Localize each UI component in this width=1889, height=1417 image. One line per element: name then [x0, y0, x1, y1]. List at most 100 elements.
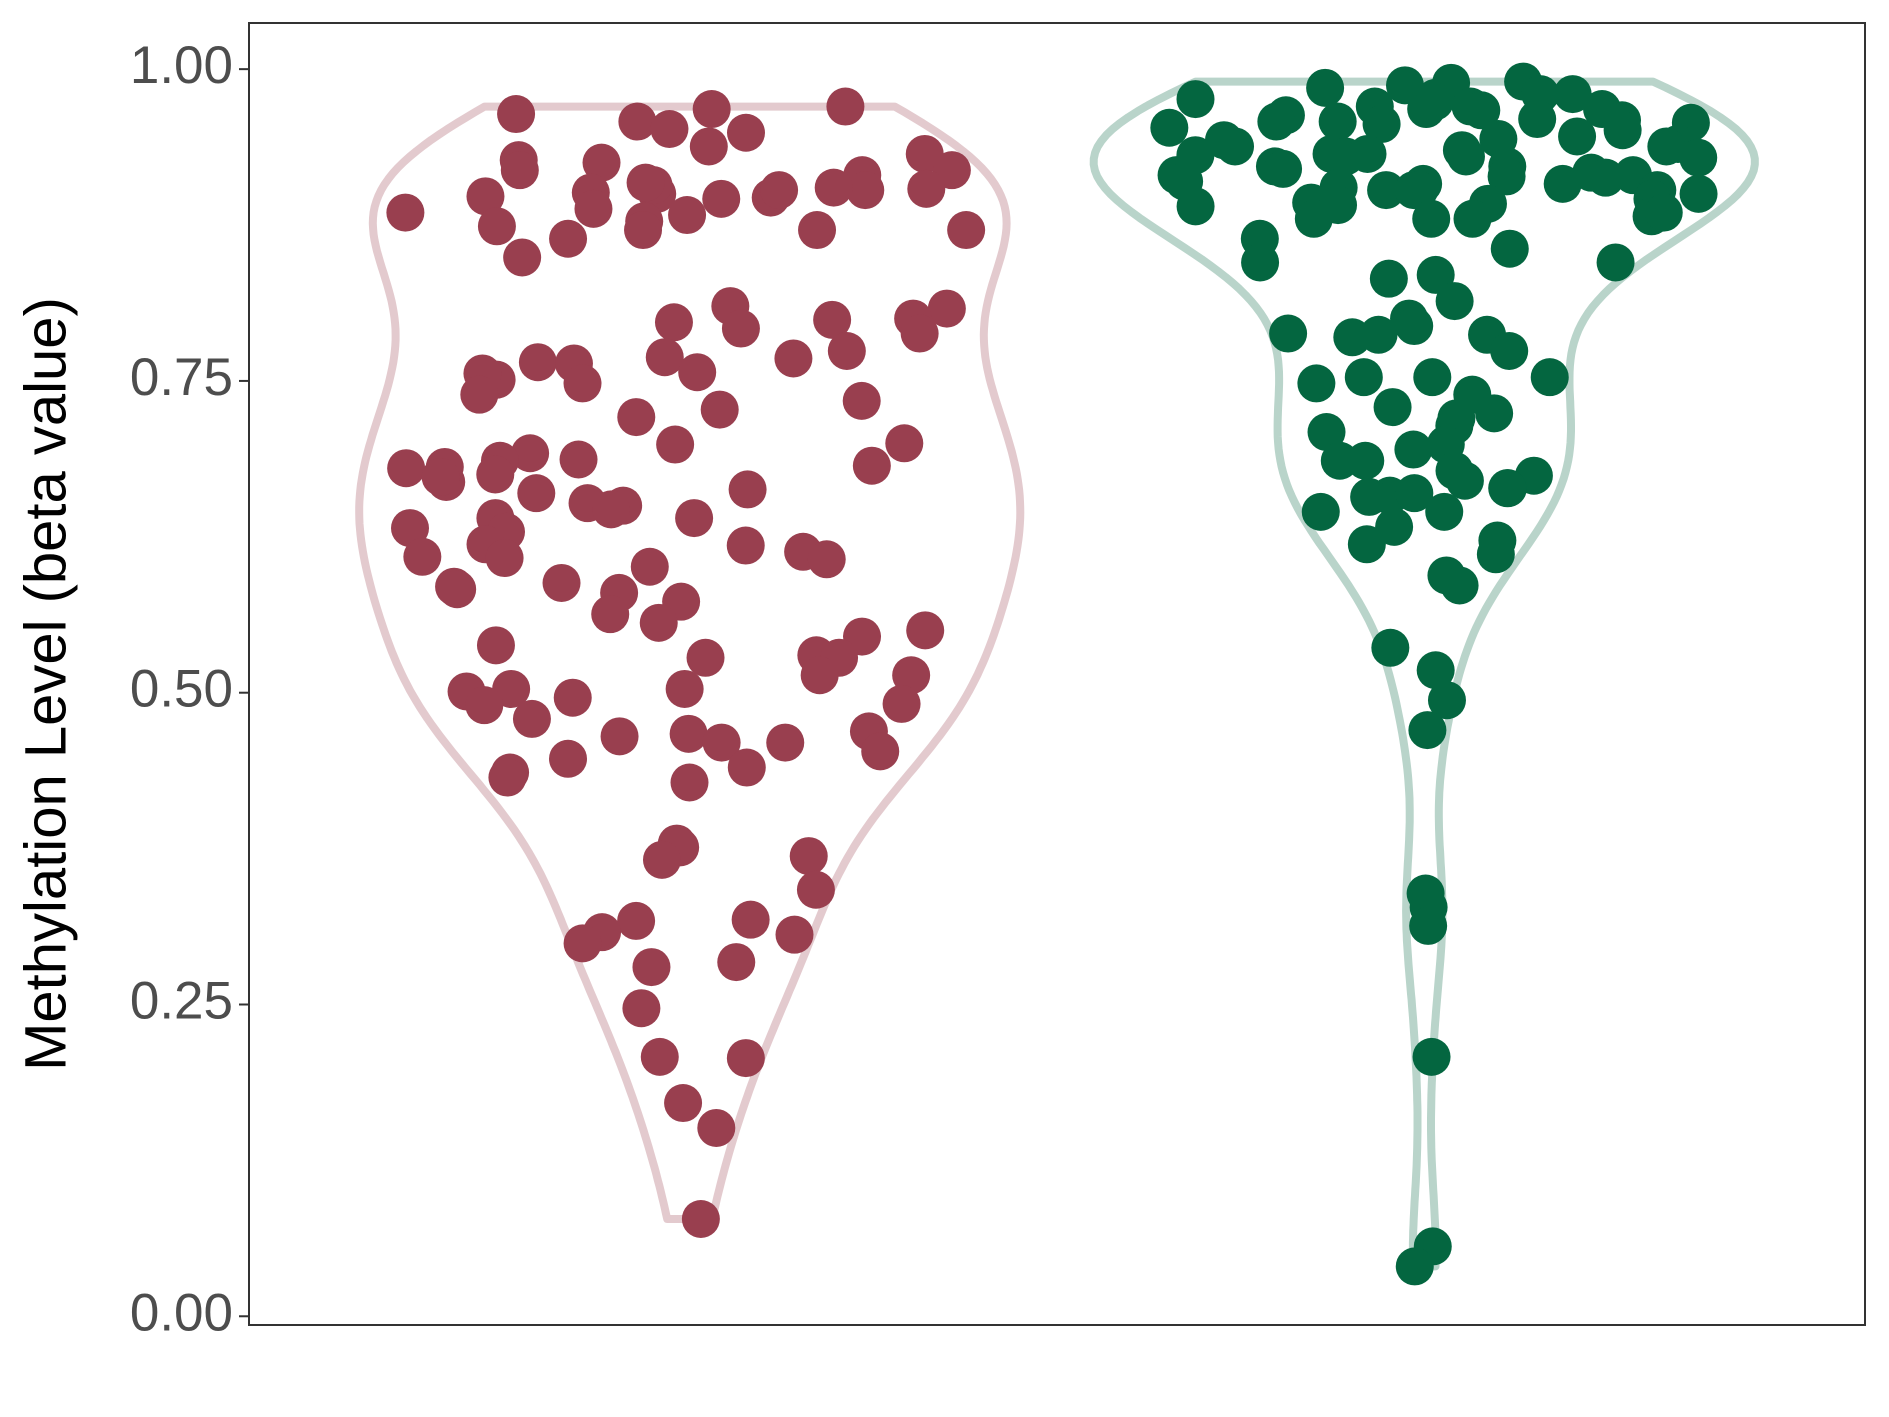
data-point [1596, 243, 1635, 282]
data-point [669, 714, 708, 753]
data-point [438, 570, 477, 609]
data-point [1294, 199, 1333, 238]
y-tick-label: 0.50 [130, 660, 233, 719]
data-point [1269, 314, 1308, 353]
data-point [1415, 82, 1454, 121]
data-point [1647, 127, 1686, 166]
data-point [465, 686, 504, 725]
y-axis-label: Methylation Level (beta value) [13, 297, 78, 1071]
data-point [1440, 566, 1479, 605]
data-point [542, 563, 581, 602]
y-tick-label: 0.25 [130, 971, 233, 1030]
data-point [1400, 171, 1439, 210]
data-point [1348, 134, 1387, 173]
data-point [512, 699, 551, 738]
data-point [1150, 108, 1189, 147]
data-point [1176, 187, 1215, 226]
data-point [1558, 117, 1597, 156]
data-point [640, 1037, 679, 1076]
data-point [1446, 137, 1485, 176]
data-point [617, 398, 656, 437]
data-point [1412, 199, 1451, 238]
data-point [1476, 535, 1515, 574]
data-point [702, 723, 741, 762]
data-point [807, 540, 846, 579]
data-point [717, 943, 756, 982]
data-point [591, 595, 630, 634]
data-point [1488, 469, 1527, 508]
data-point [1409, 906, 1448, 945]
data-point [827, 331, 866, 370]
data-point [774, 339, 813, 378]
data-point [1679, 174, 1718, 213]
data-point [1586, 158, 1625, 197]
data-point [1543, 164, 1582, 203]
data-point [678, 353, 717, 392]
data-point [421, 457, 460, 496]
data-point [1257, 102, 1296, 141]
data-point [727, 113, 766, 152]
data-point [1297, 364, 1336, 403]
data-point [503, 238, 542, 277]
data-point [697, 1108, 736, 1147]
data-point [497, 95, 536, 134]
data-point [1216, 127, 1255, 166]
data-point [1375, 507, 1414, 546]
data-point [726, 1039, 765, 1078]
data-point [1350, 477, 1389, 516]
data-point [642, 840, 681, 879]
data-point [518, 343, 557, 382]
data-point [1416, 255, 1455, 294]
data-point [1427, 681, 1466, 720]
data-point [1176, 80, 1215, 119]
violin-outline [355, 102, 1025, 1223]
data-point [549, 219, 588, 258]
data-point [618, 102, 657, 141]
data-point [927, 289, 966, 328]
data-point [460, 375, 499, 414]
data-point [1518, 100, 1557, 139]
data-point [582, 143, 621, 182]
data-point [617, 901, 656, 940]
data-point [907, 169, 946, 208]
data-point [664, 1084, 703, 1123]
data-point [726, 526, 765, 565]
data-point [390, 509, 429, 548]
data-point [731, 900, 770, 939]
data-point [1346, 441, 1385, 480]
data-point [1241, 243, 1280, 282]
data-point [665, 669, 704, 708]
data-point [1307, 413, 1346, 452]
data-point [630, 547, 669, 586]
data-point [1367, 171, 1406, 210]
data-point [861, 732, 900, 771]
data-point [592, 490, 631, 529]
data-point [1371, 628, 1410, 667]
data-point [476, 626, 515, 665]
data-point [485, 539, 524, 578]
data-point [796, 870, 835, 909]
data-point [1445, 461, 1484, 500]
data-point [1679, 138, 1718, 177]
data-point [563, 924, 602, 963]
data-point [947, 211, 986, 250]
data-point [728, 470, 767, 509]
data-point [1553, 75, 1592, 114]
data-point [624, 211, 663, 250]
y-tick-label: 0.75 [130, 348, 233, 407]
data-point [632, 948, 671, 987]
data-point [852, 446, 891, 485]
data-point [1394, 430, 1433, 469]
data-point [1490, 229, 1529, 268]
data-point [692, 90, 731, 129]
data-point [553, 678, 592, 717]
data-point [775, 915, 814, 954]
data-point [600, 717, 639, 756]
data-point [1373, 388, 1412, 427]
data-point [900, 314, 939, 353]
data-point [882, 684, 921, 723]
data-point [813, 300, 852, 339]
data-point [563, 364, 602, 403]
data-point [1395, 307, 1434, 346]
data-point [892, 656, 931, 695]
